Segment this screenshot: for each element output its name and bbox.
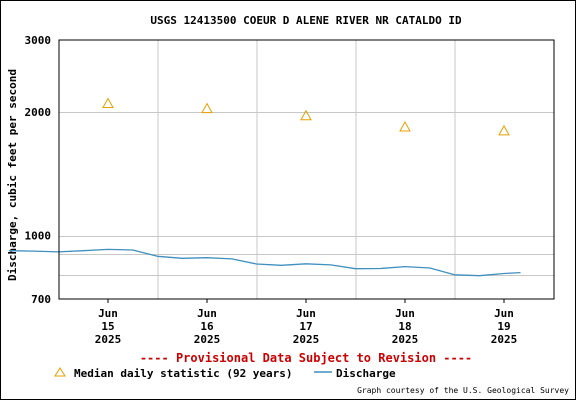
y-tick-labels: 3000 2000 1000 700	[25, 34, 52, 306]
legend-label-median: Median daily statistic (92 years)	[74, 367, 293, 380]
y-axis-label: Discharge, cubic feet per second	[6, 69, 19, 281]
credit-text: Graph courtesy of the U.S. Geological Su…	[357, 386, 569, 395]
x-tick-label: 2025	[194, 333, 221, 346]
x-tick-label: 17	[299, 320, 312, 333]
median-triangle-marker	[498, 124, 510, 136]
y-tick-label: 3000	[25, 34, 52, 47]
x-tick-label: 18	[398, 320, 411, 333]
x-tick-label: 2025	[491, 333, 518, 346]
x-tick-labels: Jun152025Jun162025Jun172025Jun182025Jun1…	[95, 299, 518, 346]
x-tick-label: 19	[497, 320, 510, 333]
legend-label-discharge: Discharge	[336, 367, 396, 380]
legend-item-discharge: Discharge	[314, 367, 396, 380]
grid-lines	[59, 40, 554, 299]
x-tick-label: Jun	[98, 307, 118, 320]
x-tick-label: 15	[101, 320, 114, 333]
triangle-marker-icon	[54, 367, 66, 377]
x-tick-label: Jun	[296, 307, 316, 320]
y-tick-label: 1000	[25, 230, 52, 243]
median-triangle-marker	[399, 120, 411, 132]
plot-area-border	[58, 39, 555, 300]
median-triangle-marker	[201, 102, 213, 114]
x-tick-label: Jun	[197, 307, 217, 320]
x-tick-label: 2025	[293, 333, 320, 346]
y-tick-label: 2000	[25, 106, 52, 119]
legend-item-median: Median daily statistic (92 years)	[54, 367, 293, 380]
median-triangle-marker	[300, 109, 312, 121]
median-triangle-marker	[102, 97, 114, 108]
x-tick-label: Jun	[494, 307, 514, 320]
x-tick-label: 2025	[392, 333, 419, 346]
x-tick-label: Jun	[395, 307, 415, 320]
discharge-line	[8, 248, 521, 277]
median-markers	[102, 97, 510, 136]
series-layer	[8, 248, 521, 277]
chart-title: USGS 12413500 COEUR D ALENE RIVER NR CAT…	[150, 14, 462, 27]
legend: Median daily statistic (92 years) Discha…	[54, 367, 396, 380]
y-tick-label: 700	[31, 293, 51, 306]
x-tick-label: 2025	[95, 333, 122, 346]
x-tick-label: 16	[200, 320, 214, 333]
provisional-notice: ---- Provisional Data Subject to Revisio…	[140, 351, 472, 365]
